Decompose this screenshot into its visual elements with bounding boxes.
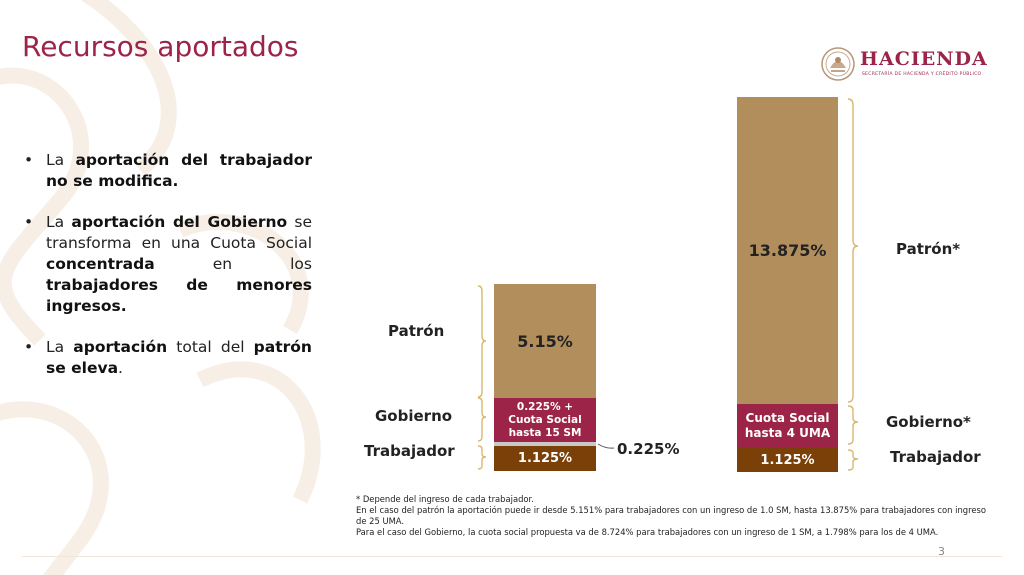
chart-area-background bbox=[354, 60, 1024, 560]
label-left-patron: Patrón bbox=[388, 322, 445, 340]
bar-right-gobierno: Cuota Social hasta 4 UMA bbox=[737, 404, 838, 448]
bar-left-gap bbox=[494, 442, 596, 446]
bottom-divider bbox=[22, 556, 1002, 557]
label-left-0225: 0.225% bbox=[617, 440, 680, 458]
brace-left-trabajador bbox=[477, 445, 487, 470]
label-left-trabajador: Trabajador bbox=[364, 442, 455, 460]
footnote-line-1: * Depende del ingreso de cada trabajador… bbox=[356, 494, 534, 504]
brace-right-trabajador bbox=[847, 449, 859, 471]
bar-right-patron: 13.875% bbox=[737, 97, 838, 404]
slide-title: Recursos aportados bbox=[22, 30, 299, 63]
bullet-government-contribution: La aportación del Gobierno se transforma… bbox=[22, 212, 312, 317]
bullet-list: La aportación del trabajador no se modif… bbox=[22, 150, 312, 399]
bar-left-patron: 5.15% bbox=[494, 284, 596, 398]
footnote: * Depende del ingreso de cada trabajador… bbox=[356, 494, 986, 538]
seal-icon bbox=[821, 47, 855, 81]
bar-left-trabajador: 1.125% bbox=[494, 446, 596, 471]
bullet-worker-contribution: La aportación del trabajador no se modif… bbox=[22, 150, 312, 192]
logo-subtitle: SECRETARÍA DE HACIENDA Y CRÉDITO PÚBLICO bbox=[862, 72, 982, 77]
brace-left-patron bbox=[477, 285, 487, 398]
label-right-trabajador: Trabajador bbox=[890, 448, 981, 466]
bullet-employer-contribution: La aportación total del patrón se eleva. bbox=[22, 337, 312, 379]
bar-left-gobierno: 0.225% + Cuota Social hasta 15 SM bbox=[494, 398, 596, 442]
brace-right-patron bbox=[847, 98, 859, 403]
bar-right-trabajador: 1.125% bbox=[737, 448, 838, 472]
logo-name: HACIENDA bbox=[860, 48, 988, 70]
footnote-line-2: En el caso del patrón la aportación pued… bbox=[356, 505, 986, 526]
label-left-gobierno: Gobierno bbox=[375, 407, 453, 425]
footnote-line-3: Para el caso del Gobierno, la cuota soci… bbox=[356, 527, 939, 537]
hacienda-logo: HACIENDA SECRETARÍA DE HACIENDA Y CRÉDIT… bbox=[820, 46, 987, 86]
brace-right-gobierno bbox=[847, 405, 859, 445]
brace-left-gobierno bbox=[477, 397, 487, 442]
label-right-patron: Patrón* bbox=[896, 240, 961, 258]
label-right-gobierno: Gobierno* bbox=[886, 413, 971, 431]
page-number: 3 bbox=[938, 545, 945, 558]
leader-0225 bbox=[597, 443, 615, 449]
